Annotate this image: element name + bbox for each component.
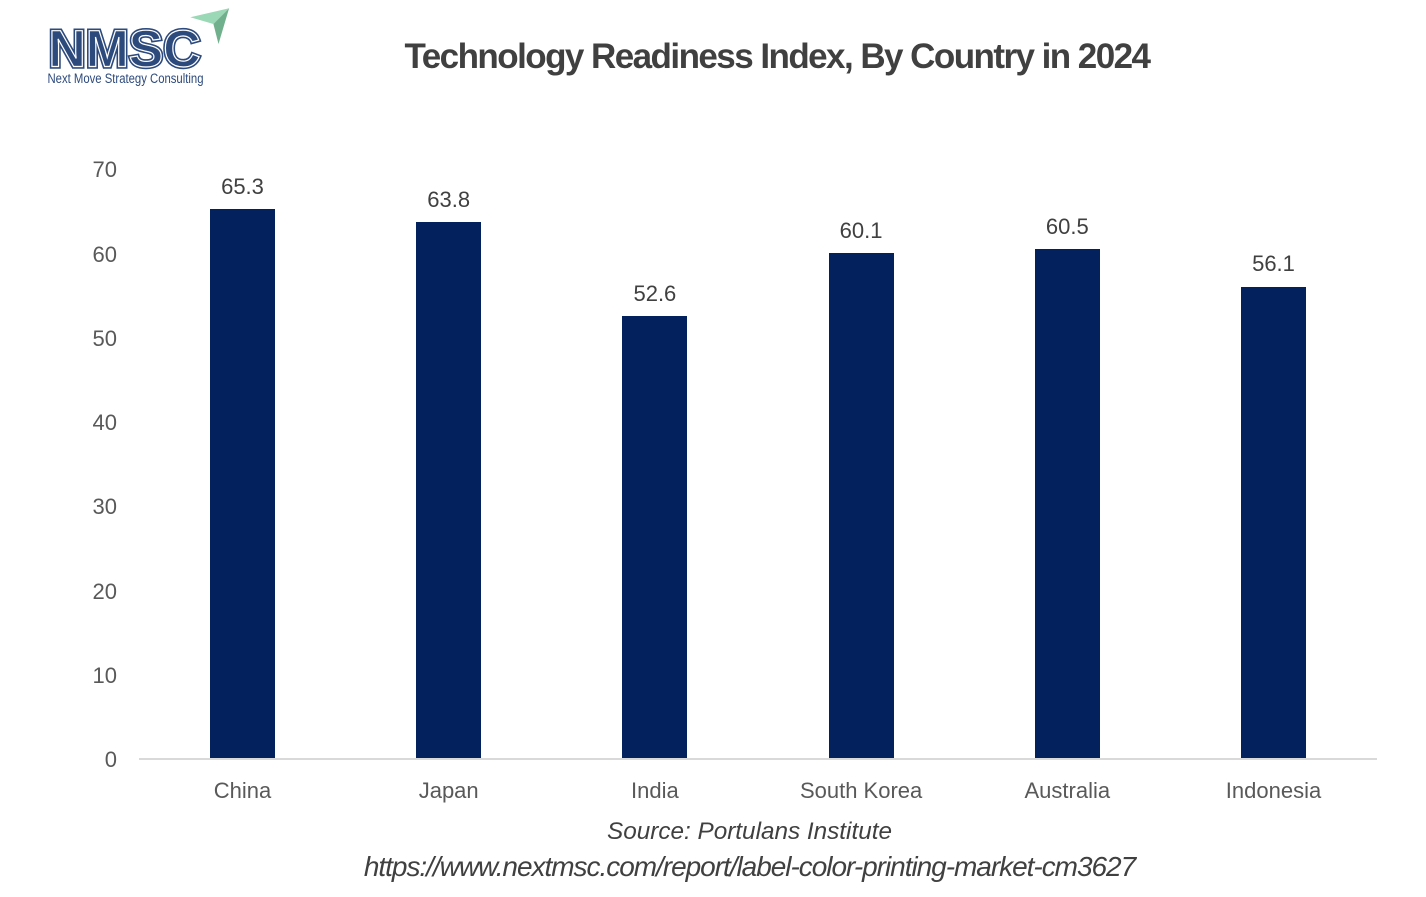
svg-text:Next Move Strategy Consulting: Next Move Strategy Consulting <box>48 71 204 87</box>
svg-text:NMSC: NMSC <box>49 20 201 78</box>
svg-text:NMSC: NMSC <box>49 20 201 78</box>
